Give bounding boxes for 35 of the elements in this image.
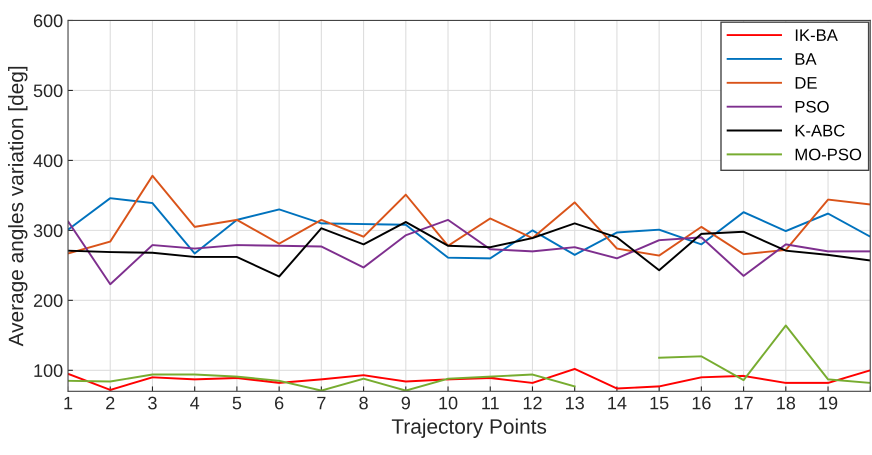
legend-label: MO-PSO: [796, 148, 862, 160]
x-tick-label: 18: [777, 396, 796, 410]
line-series: [68, 197, 870, 260]
x-tick-label: 9: [402, 396, 410, 410]
legend-label: K-ABC: [796, 124, 845, 137]
x-tick-label: 16: [692, 396, 711, 410]
x-tick-label: 13: [566, 396, 584, 410]
x-tick-label: 5: [232, 396, 242, 410]
legend-label: BA: [796, 53, 817, 65]
legend-label: DE: [796, 77, 817, 89]
x-tick-label: 7: [317, 396, 326, 410]
x-tick-label: 14: [608, 396, 626, 410]
y-tick-label: 100: [34, 364, 62, 378]
legend-label: IK-BA: [796, 29, 838, 41]
y-tick-label: 600: [34, 14, 62, 28]
x-tick-label: 3: [148, 396, 157, 410]
y-axis-title: Average angles variation [deg]: [8, 66, 28, 346]
legend-label: PSO: [796, 100, 829, 113]
x-tick-label: 6: [275, 396, 284, 410]
x-tick-label: 1: [64, 396, 72, 410]
x-tick-label: 2: [106, 396, 114, 410]
y-tick-label: 300: [34, 224, 62, 238]
x-tick-label: 11: [482, 396, 499, 410]
x-tick-label: 15: [650, 396, 668, 410]
y-tick-label: 500: [34, 84, 62, 98]
x-tick-label: 19: [819, 396, 838, 410]
x-tick-label: 4: [190, 396, 200, 410]
x-tick-label: 10: [439, 396, 458, 410]
x-tick-label: 8: [359, 396, 368, 410]
x-axis-title: Trajectory Points: [392, 418, 546, 438]
x-tick-label: 17: [734, 396, 753, 410]
y-tick-label: 400: [33, 154, 62, 168]
x-tick-label: 12: [524, 396, 542, 410]
line-series: [68, 174, 870, 257]
y-tick-label: 200: [34, 294, 62, 308]
